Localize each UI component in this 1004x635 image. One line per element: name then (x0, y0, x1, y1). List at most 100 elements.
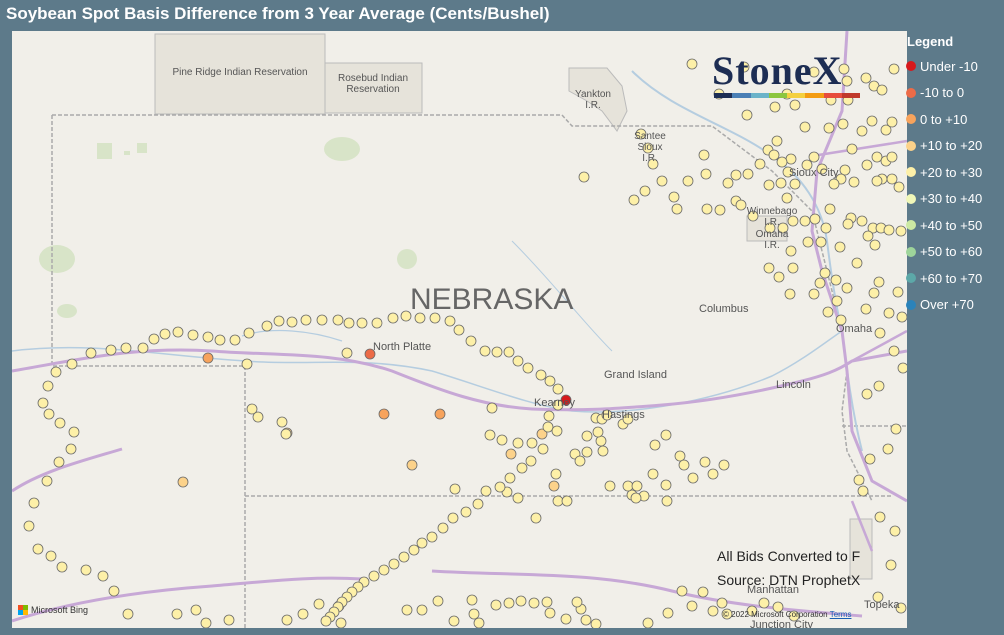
bid-marker[interactable] (223, 614, 235, 626)
bid-marker[interactable] (503, 346, 515, 358)
bid-marker[interactable] (542, 421, 554, 433)
legend-item[interactable]: 0 to +10 (906, 106, 1004, 133)
bid-marker[interactable] (834, 241, 846, 253)
bid-marker[interactable] (535, 369, 547, 381)
bid-marker[interactable] (686, 600, 698, 612)
bid-marker[interactable] (241, 358, 253, 370)
bid-marker[interactable] (536, 428, 548, 440)
bid-marker[interactable] (408, 544, 420, 556)
bid-marker[interactable] (300, 314, 312, 326)
bid-marker[interactable] (873, 276, 885, 288)
bid-marker[interactable] (281, 614, 293, 626)
bid-marker[interactable] (80, 564, 92, 576)
legend-item[interactable]: +40 to +50 (906, 212, 1004, 239)
bid-marker[interactable] (876, 84, 888, 96)
bid-marker[interactable] (120, 342, 132, 354)
bid-marker[interactable] (214, 334, 226, 346)
bid-marker[interactable] (512, 437, 524, 449)
bid-marker[interactable] (883, 224, 895, 236)
bid-marker[interactable] (820, 222, 832, 234)
bid-marker[interactable] (816, 163, 828, 175)
bid-marker[interactable] (341, 347, 353, 359)
bid-marker[interactable] (771, 135, 783, 147)
bid-marker[interactable] (571, 596, 583, 608)
bid-marker[interactable] (54, 417, 66, 429)
bid-marker[interactable] (789, 99, 801, 111)
bid-marker[interactable] (698, 149, 710, 161)
bid-marker[interactable] (444, 315, 456, 327)
bid-marker[interactable] (286, 316, 298, 328)
bid-marker[interactable] (528, 597, 540, 609)
bid-marker[interactable] (874, 511, 886, 523)
bid-marker[interactable] (802, 236, 814, 248)
bid-marker[interactable] (824, 203, 836, 215)
bid-marker[interactable] (714, 204, 726, 216)
bid-marker[interactable] (809, 213, 821, 225)
bid-marker[interactable] (313, 598, 325, 610)
bid-marker[interactable] (789, 178, 801, 190)
bid-marker[interactable] (831, 295, 843, 307)
bid-marker[interactable] (560, 394, 572, 406)
bid-marker[interactable] (893, 181, 905, 193)
bid-marker[interactable] (895, 225, 907, 237)
bid-marker[interactable] (122, 608, 134, 620)
bid-marker[interactable] (68, 426, 80, 438)
bid-marker[interactable] (787, 215, 799, 227)
bid-marker[interactable] (530, 512, 542, 524)
bid-marker[interactable] (763, 179, 775, 191)
bid-marker[interactable] (721, 608, 733, 620)
bid-marker[interactable] (448, 615, 460, 627)
bid-marker[interactable] (378, 564, 390, 576)
bid-marker[interactable] (860, 72, 872, 84)
bid-marker[interactable] (368, 570, 380, 582)
bid-marker[interactable] (449, 483, 461, 495)
bid-marker[interactable] (861, 159, 873, 171)
bid-marker[interactable] (460, 506, 472, 518)
legend-item[interactable]: +30 to +40 (906, 186, 1004, 213)
bid-marker[interactable] (841, 282, 853, 294)
bid-marker[interactable] (837, 118, 849, 130)
bid-marker[interactable] (548, 480, 560, 492)
bid-marker[interactable] (41, 475, 53, 487)
bid-marker[interactable] (882, 443, 894, 455)
bid-marker[interactable] (730, 169, 742, 181)
bid-marker[interactable] (43, 408, 55, 420)
bid-marker[interactable] (580, 614, 592, 626)
bid-marker[interactable] (896, 311, 907, 323)
bid-marker[interactable] (416, 604, 428, 616)
bid-marker[interactable] (808, 151, 820, 163)
bid-marker[interactable] (316, 314, 328, 326)
bid-marker[interactable] (773, 271, 785, 283)
bid-marker[interactable] (494, 481, 506, 493)
bid-marker[interactable] (108, 585, 120, 597)
bid-marker[interactable] (746, 605, 758, 617)
bid-marker[interactable] (699, 456, 711, 468)
bid-marker[interactable] (401, 604, 413, 616)
legend-item[interactable]: +20 to +30 (906, 159, 1004, 186)
bid-marker[interactable] (581, 430, 593, 442)
bid-marker[interactable] (472, 498, 484, 510)
bid-marker[interactable] (785, 245, 797, 257)
bid-marker[interactable] (406, 459, 418, 471)
bid-marker[interactable] (276, 416, 288, 428)
bid-marker[interactable] (787, 262, 799, 274)
bid-marker[interactable] (23, 520, 35, 532)
bid-marker[interactable] (880, 124, 892, 136)
bid-marker[interactable] (400, 310, 412, 322)
bid-marker[interactable] (505, 448, 517, 460)
bid-marker[interactable] (754, 158, 766, 170)
bid-marker[interactable] (660, 479, 672, 491)
bid-marker[interactable] (159, 328, 171, 340)
bid-marker[interactable] (835, 314, 847, 326)
bid-marker[interactable] (718, 459, 730, 471)
bid-marker[interactable] (335, 617, 347, 628)
bid-marker[interactable] (823, 122, 835, 134)
bid-marker[interactable] (700, 168, 712, 180)
bid-marker[interactable] (839, 164, 851, 176)
bid-marker[interactable] (628, 194, 640, 206)
bid-marker[interactable] (864, 453, 876, 465)
bid-marker[interactable] (42, 380, 54, 392)
bid-marker[interactable] (343, 317, 355, 329)
bid-marker[interactable] (656, 175, 668, 187)
bid-marker[interactable] (707, 468, 719, 480)
